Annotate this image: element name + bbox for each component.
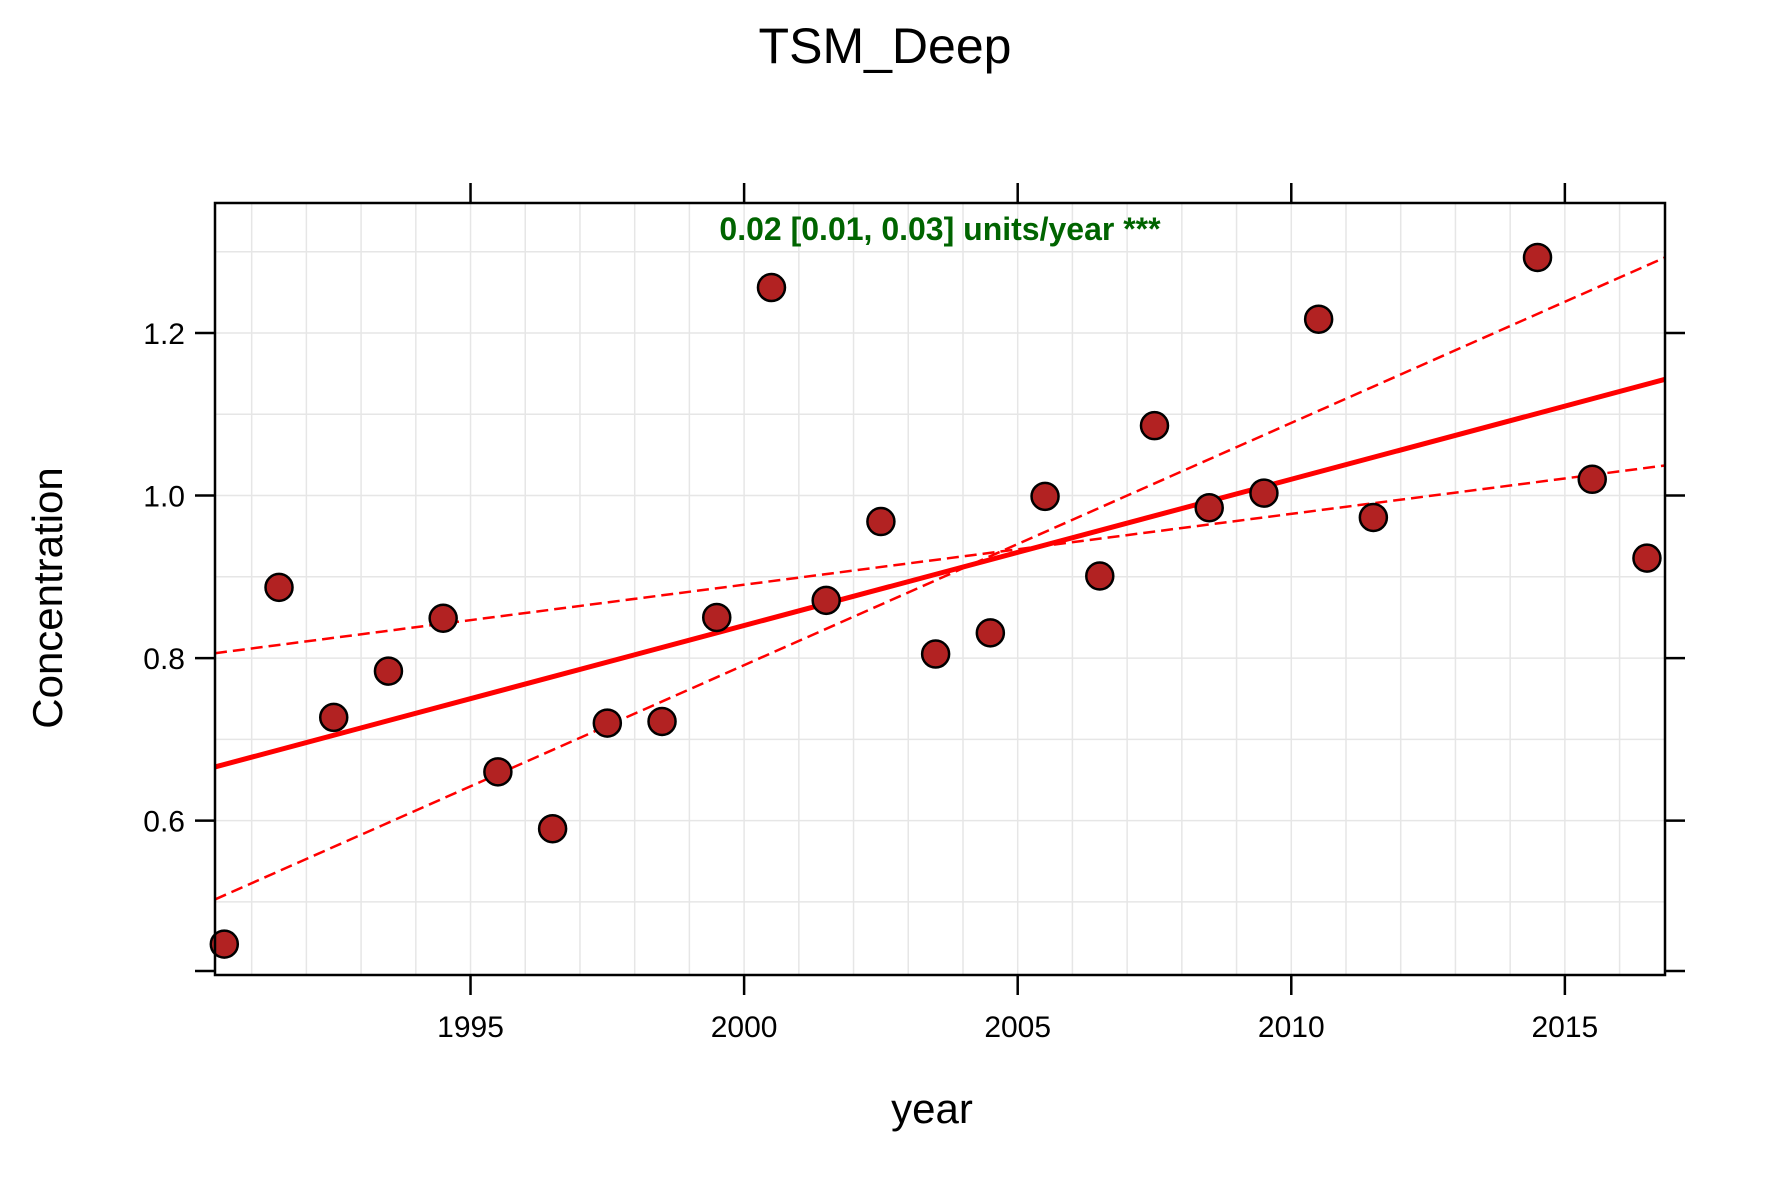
data-point xyxy=(483,757,513,787)
data-point xyxy=(537,813,568,844)
data-point xyxy=(756,272,787,303)
data-point xyxy=(264,572,294,603)
data-point xyxy=(1139,410,1170,441)
x-tick-label: 1995 xyxy=(437,1011,504,1044)
data-point xyxy=(373,656,404,686)
data-point xyxy=(920,639,951,669)
trend-line-group xyxy=(214,376,1666,770)
data-point xyxy=(1249,478,1279,508)
data-point xyxy=(1303,304,1334,334)
x-axis-label: year xyxy=(891,1085,973,1132)
plot-frame xyxy=(213,201,1667,977)
data-point xyxy=(209,929,240,959)
y-axis-label: Concentration xyxy=(24,467,71,729)
x-tick-label: 2005 xyxy=(984,1011,1051,1044)
axis-ticks: 1995 2000 2005 2010 2015 0.6 0.8 1.0 1.2 xyxy=(143,183,1685,1044)
data-point xyxy=(1632,543,1662,573)
data-point xyxy=(1194,492,1224,523)
y-tick-label: 1.2 xyxy=(143,318,185,351)
data-point xyxy=(811,585,841,616)
trend-annotation: 0.02 [0.01, 0.03] units/year *** xyxy=(719,211,1161,247)
grid xyxy=(215,203,1665,975)
data-point xyxy=(975,618,1006,648)
y-tick-label: 0.6 xyxy=(143,806,185,839)
data-point xyxy=(1522,242,1553,273)
y-tick-label: 1.0 xyxy=(143,481,185,514)
data-point xyxy=(702,602,732,633)
y-tick-label: 0.8 xyxy=(143,643,185,676)
data-point xyxy=(1358,502,1389,533)
x-tick-label: 2000 xyxy=(711,1011,778,1044)
data-point xyxy=(866,506,896,537)
data-point xyxy=(1085,561,1115,591)
confidence-interval-lines xyxy=(214,256,1666,901)
data-point xyxy=(318,702,349,733)
x-tick-label: 2010 xyxy=(1258,1011,1325,1044)
ci-upper-line xyxy=(214,256,1666,901)
x-tick-label: 2015 xyxy=(1531,1011,1598,1044)
data-point xyxy=(1030,481,1060,512)
data-point xyxy=(428,603,458,634)
data-point xyxy=(592,708,623,738)
data-point xyxy=(1577,464,1607,495)
trend-line xyxy=(214,376,1666,770)
chart-title: TSM_Deep xyxy=(759,18,1012,74)
data-points xyxy=(209,242,1662,959)
data-point xyxy=(647,706,677,737)
